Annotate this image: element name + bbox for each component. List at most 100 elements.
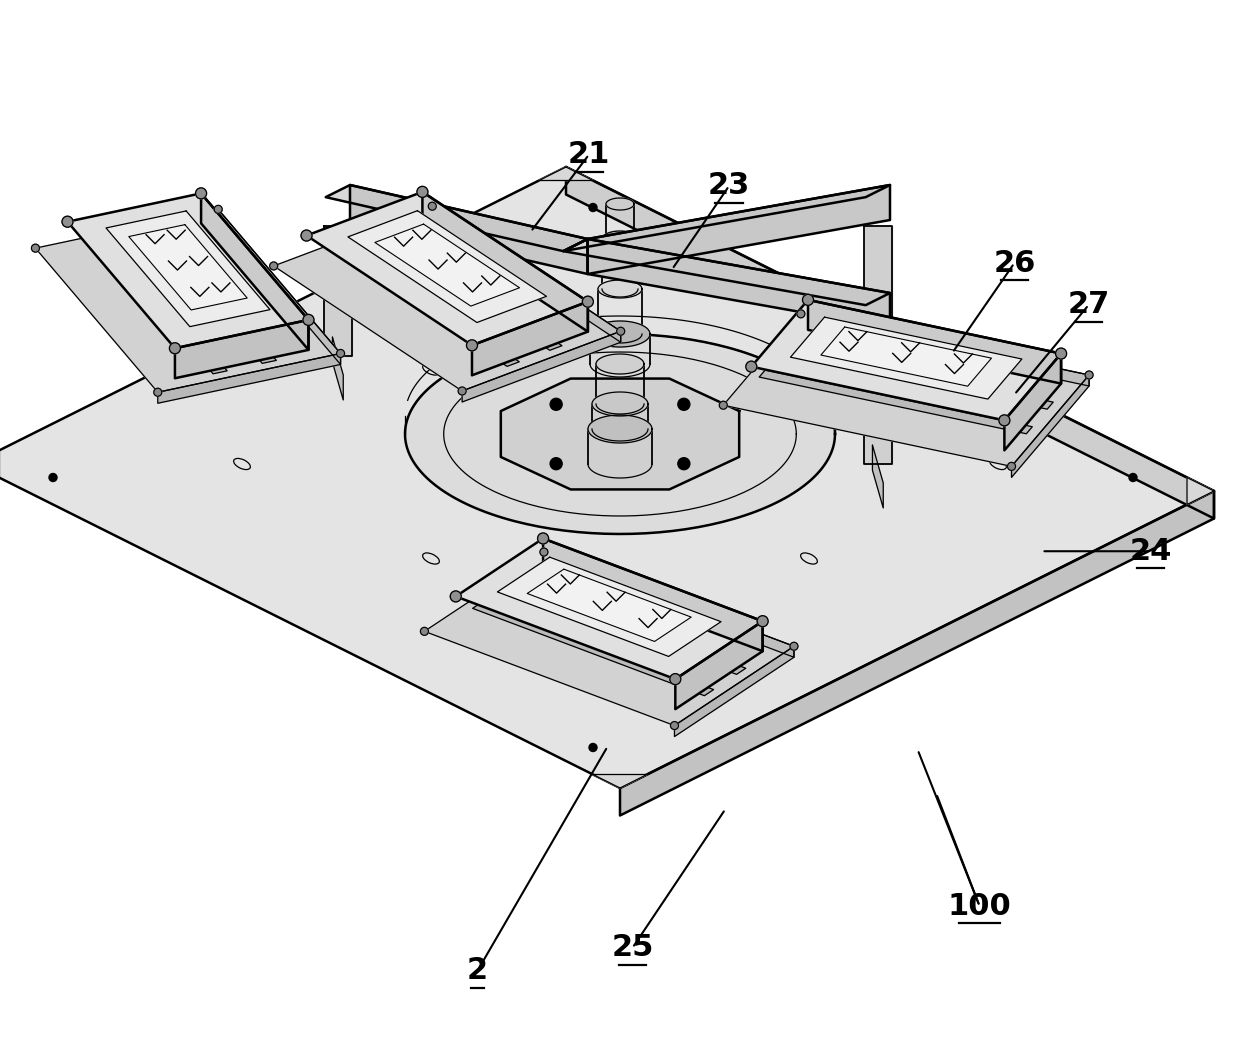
Polygon shape bbox=[497, 557, 720, 657]
Polygon shape bbox=[606, 198, 634, 210]
Polygon shape bbox=[588, 185, 890, 274]
Polygon shape bbox=[326, 185, 588, 252]
Polygon shape bbox=[424, 552, 794, 726]
Polygon shape bbox=[1187, 477, 1214, 504]
Polygon shape bbox=[873, 337, 883, 400]
Circle shape bbox=[1085, 371, 1094, 379]
Polygon shape bbox=[129, 224, 247, 310]
Circle shape bbox=[428, 203, 436, 210]
Polygon shape bbox=[374, 224, 520, 306]
Polygon shape bbox=[596, 354, 644, 374]
Polygon shape bbox=[350, 185, 588, 274]
Circle shape bbox=[62, 216, 73, 228]
Polygon shape bbox=[808, 300, 1061, 383]
Polygon shape bbox=[565, 167, 1214, 519]
Polygon shape bbox=[790, 317, 1022, 399]
Polygon shape bbox=[801, 314, 1089, 386]
Text: 2: 2 bbox=[466, 956, 489, 986]
Polygon shape bbox=[218, 210, 341, 364]
Polygon shape bbox=[620, 491, 1214, 815]
Circle shape bbox=[583, 296, 594, 307]
Polygon shape bbox=[423, 192, 588, 332]
Polygon shape bbox=[588, 239, 890, 328]
Polygon shape bbox=[157, 354, 341, 403]
Polygon shape bbox=[332, 246, 520, 366]
Polygon shape bbox=[593, 775, 647, 788]
Text: 27: 27 bbox=[1068, 290, 1110, 319]
Polygon shape bbox=[601, 231, 639, 247]
Polygon shape bbox=[36, 210, 341, 393]
Polygon shape bbox=[864, 334, 892, 465]
Polygon shape bbox=[463, 331, 621, 402]
Circle shape bbox=[466, 339, 477, 351]
Circle shape bbox=[671, 721, 678, 730]
Polygon shape bbox=[751, 300, 1061, 421]
Polygon shape bbox=[433, 207, 621, 342]
Polygon shape bbox=[1012, 375, 1089, 477]
Circle shape bbox=[458, 387, 466, 395]
Circle shape bbox=[616, 327, 625, 335]
Polygon shape bbox=[67, 193, 309, 349]
Polygon shape bbox=[306, 192, 588, 346]
Circle shape bbox=[154, 388, 161, 397]
Text: 21: 21 bbox=[568, 140, 610, 169]
Circle shape bbox=[50, 474, 57, 481]
Polygon shape bbox=[873, 445, 883, 508]
Text: 23: 23 bbox=[708, 171, 750, 200]
Circle shape bbox=[539, 548, 548, 556]
Polygon shape bbox=[324, 227, 352, 356]
Circle shape bbox=[538, 533, 548, 544]
Polygon shape bbox=[1004, 354, 1061, 450]
Polygon shape bbox=[759, 370, 1033, 433]
Circle shape bbox=[790, 642, 799, 650]
Circle shape bbox=[589, 204, 596, 212]
Circle shape bbox=[215, 206, 222, 213]
Circle shape bbox=[678, 457, 689, 470]
Circle shape bbox=[170, 342, 181, 354]
Text: 24: 24 bbox=[1130, 537, 1172, 566]
Polygon shape bbox=[527, 569, 691, 641]
Polygon shape bbox=[0, 167, 1214, 788]
Circle shape bbox=[301, 230, 312, 241]
Polygon shape bbox=[563, 185, 890, 252]
Polygon shape bbox=[376, 230, 562, 351]
Circle shape bbox=[269, 262, 278, 270]
Polygon shape bbox=[456, 539, 763, 680]
Polygon shape bbox=[274, 207, 621, 392]
Circle shape bbox=[745, 361, 756, 372]
Circle shape bbox=[719, 401, 728, 409]
Polygon shape bbox=[201, 193, 309, 350]
Text: 25: 25 bbox=[611, 933, 653, 963]
Text: 100: 100 bbox=[947, 892, 1012, 921]
Polygon shape bbox=[99, 237, 227, 374]
Circle shape bbox=[678, 399, 689, 410]
Polygon shape bbox=[501, 379, 739, 490]
Circle shape bbox=[31, 244, 40, 253]
Circle shape bbox=[417, 187, 428, 197]
Polygon shape bbox=[780, 346, 1053, 409]
Polygon shape bbox=[675, 646, 794, 737]
Polygon shape bbox=[332, 337, 343, 400]
Circle shape bbox=[1128, 474, 1137, 481]
Polygon shape bbox=[405, 334, 835, 533]
Polygon shape bbox=[563, 239, 890, 305]
Polygon shape bbox=[864, 227, 892, 356]
Circle shape bbox=[670, 673, 681, 685]
Polygon shape bbox=[723, 314, 1089, 467]
Circle shape bbox=[303, 314, 314, 326]
Polygon shape bbox=[544, 552, 794, 658]
Circle shape bbox=[758, 616, 768, 626]
Polygon shape bbox=[591, 392, 649, 416]
Polygon shape bbox=[821, 327, 992, 386]
Circle shape bbox=[589, 743, 596, 752]
Polygon shape bbox=[588, 416, 652, 443]
Polygon shape bbox=[348, 211, 547, 323]
Circle shape bbox=[1008, 462, 1016, 471]
Polygon shape bbox=[472, 602, 713, 695]
Polygon shape bbox=[175, 319, 309, 378]
Circle shape bbox=[551, 399, 562, 410]
Circle shape bbox=[1055, 348, 1066, 359]
Polygon shape bbox=[149, 227, 277, 363]
Polygon shape bbox=[107, 211, 270, 327]
Polygon shape bbox=[590, 321, 650, 347]
